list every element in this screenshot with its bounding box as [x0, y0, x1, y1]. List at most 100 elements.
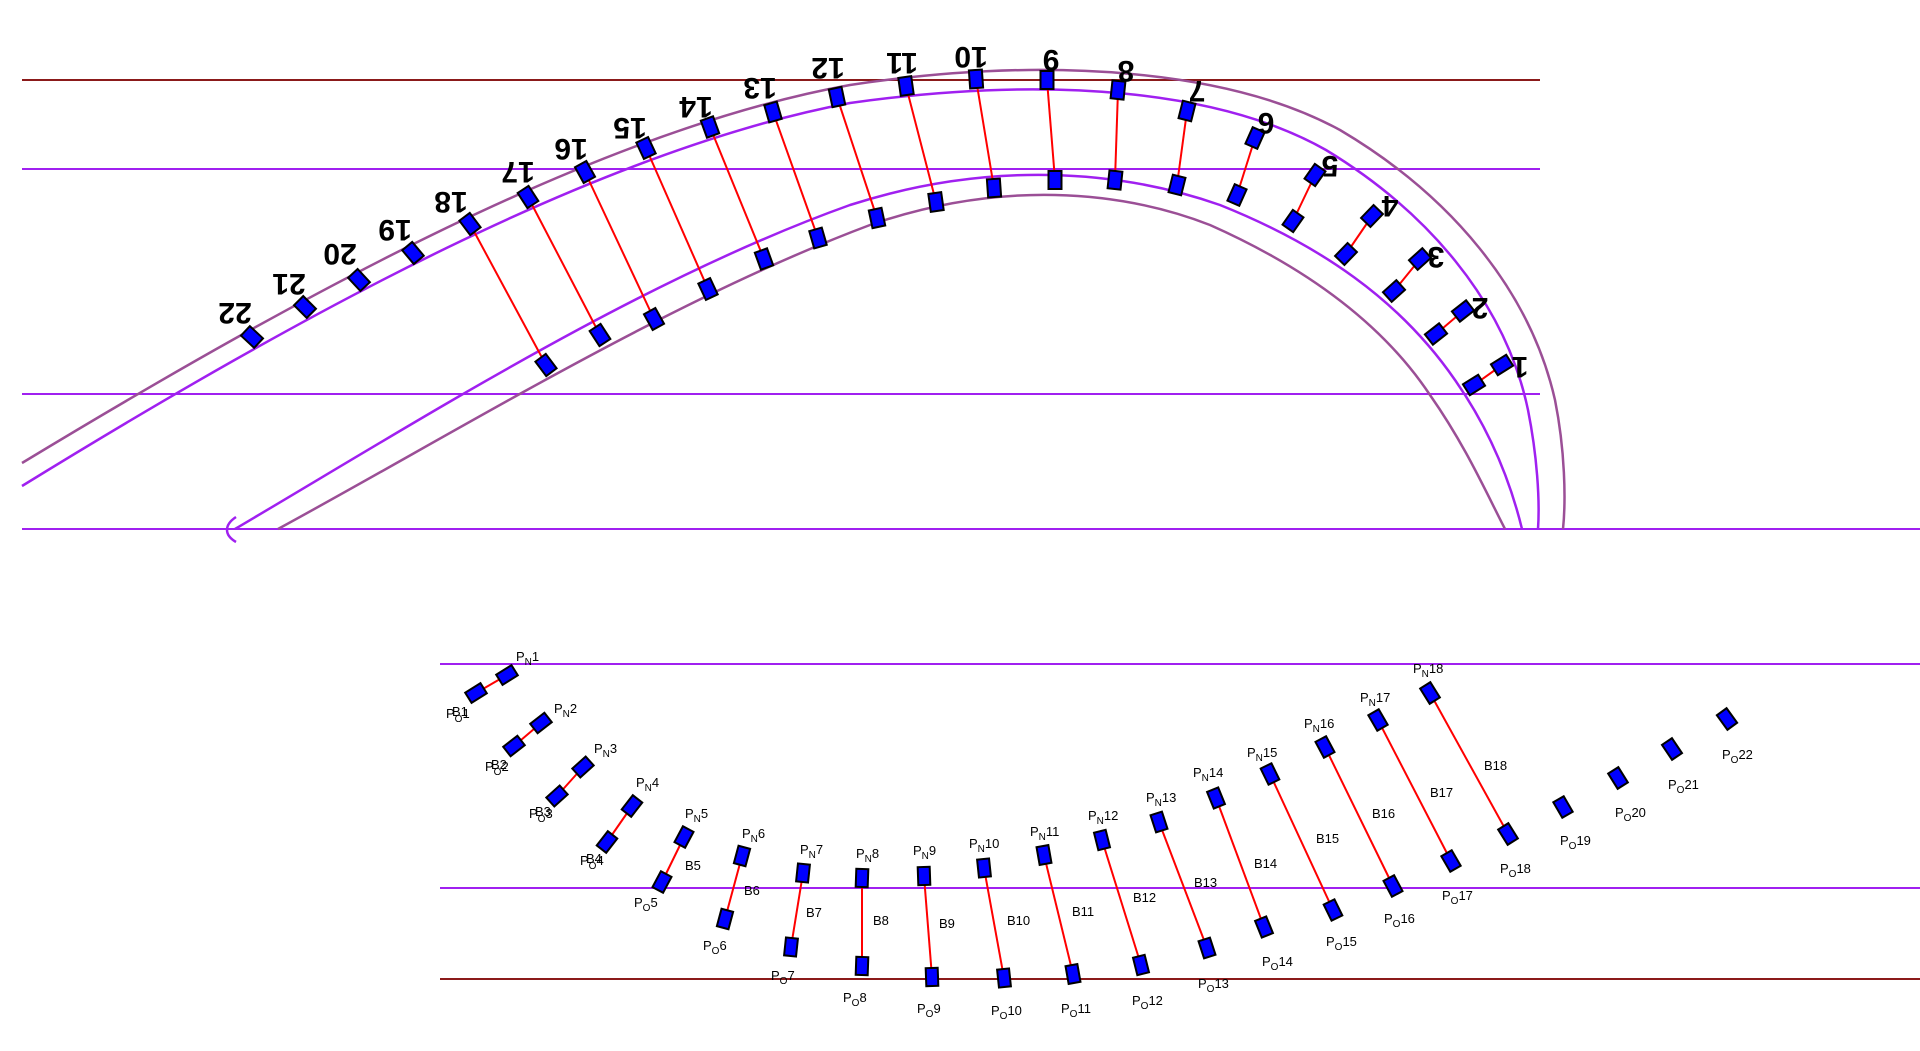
top-outer-block-7: [1177, 99, 1197, 123]
beam-line-7: [790, 872, 804, 948]
beam-line-13: [1158, 821, 1208, 949]
pn-label-11: PN11: [1030, 824, 1059, 843]
pn-label-3: PN3: [594, 741, 617, 760]
top-outer-block-15: [634, 135, 658, 161]
po-block-16: [1382, 873, 1404, 899]
beam-label-16: B16: [1372, 806, 1395, 821]
po-block-17: [1439, 848, 1463, 874]
pn-label-13: PN13: [1146, 790, 1176, 809]
beam-label-3: B3: [535, 804, 551, 819]
pn-label-2: PN2: [554, 701, 577, 720]
po-label-21: PO21: [1668, 777, 1699, 796]
po-label-16: PO16: [1384, 911, 1415, 930]
pn-block-6: [732, 844, 752, 868]
po-block-18: [1496, 821, 1520, 847]
top-outer-block-11: [897, 75, 915, 97]
pn-label-1: PN1: [516, 649, 539, 668]
po-label-4: PO4: [580, 853, 604, 872]
po-label-14: PO14: [1262, 954, 1293, 973]
station-number-11: 11: [886, 46, 918, 79]
top-inner-block-18: [533, 352, 559, 378]
beam-label-11: B11: [1072, 904, 1094, 919]
top-inner-block-9: [1047, 170, 1063, 190]
po-block-7: [782, 936, 800, 958]
station-number-4: 4: [1381, 189, 1398, 222]
po-block-10: [995, 967, 1013, 989]
top-outer-block-4: [1359, 203, 1385, 229]
top-outer-block-19: [400, 240, 426, 266]
beam-line-14: [1215, 797, 1265, 928]
po-block-13: [1197, 936, 1217, 960]
top-outer-block-10: [967, 68, 985, 90]
po-block-21: [1660, 736, 1684, 762]
pn-block-14: [1205, 786, 1227, 810]
po-label-18: PO18: [1500, 861, 1531, 880]
station-number-12: 12: [811, 51, 844, 84]
pn-label-14: PN14: [1193, 765, 1223, 784]
top-inner-block-8: [1106, 169, 1124, 191]
beam-label-4: B4: [586, 851, 602, 866]
pn-block-7: [794, 862, 812, 884]
beam-label-14: B14: [1254, 856, 1277, 871]
po-block-6: [715, 907, 735, 931]
po-label-20: PO20: [1615, 805, 1646, 824]
top-inner-block-3: [1381, 278, 1407, 304]
top-tie-17: [527, 196, 601, 336]
pn-block-10: [975, 857, 993, 879]
station-number-15: 15: [613, 111, 646, 144]
top-outer-block-16: [573, 159, 597, 185]
po-block-14: [1253, 915, 1275, 939]
station-number-21: 21: [272, 267, 305, 300]
top-inner-block-11: [927, 191, 945, 213]
top-tie-13: [772, 111, 819, 239]
top-outer-block-18: [457, 211, 483, 237]
pn-block-15: [1259, 761, 1281, 787]
outer-rail-outer: [21, 68, 1566, 530]
pn-block-8: [854, 867, 870, 889]
po-label-19: PO19: [1560, 833, 1591, 852]
top-tie-14: [709, 126, 765, 260]
po-label-11: PO11: [1061, 1001, 1091, 1020]
bottom-blocks: [463, 663, 1739, 989]
top-inner-block-15: [696, 276, 720, 302]
top-outer-block-9: [1039, 70, 1055, 90]
top-tie-9: [1046, 79, 1056, 181]
po-label-7: PO7: [771, 968, 795, 987]
beam-label-17: B17: [1430, 785, 1453, 800]
beam-label-13: B13: [1194, 875, 1217, 890]
pn-block-1: [494, 663, 520, 687]
station-number-10: 10: [954, 40, 987, 73]
pn-block-13: [1149, 810, 1169, 834]
top-outer-block-17: [516, 184, 540, 210]
top-tie-10: [975, 78, 995, 189]
top-inner-block-7: [1167, 173, 1187, 197]
pn-block-5: [673, 824, 695, 850]
top-inner-block-10: [985, 177, 1003, 199]
po-block-19: [1551, 794, 1575, 820]
top-outer-block-6: [1244, 125, 1266, 151]
po-block-2: [501, 734, 527, 758]
station-number-5: 5: [1322, 149, 1339, 182]
pn-label-7: PN7: [800, 842, 823, 861]
po-block-15: [1322, 897, 1344, 923]
po-label-8: PO8: [843, 990, 867, 1009]
po-block-3: [544, 784, 570, 808]
po-label-9: PO9: [917, 1001, 941, 1020]
pn-block-11: [1035, 843, 1053, 867]
pn-block-9: [916, 865, 932, 887]
beam-label-7: B7: [806, 905, 822, 920]
top-outer-block-3: [1407, 246, 1433, 272]
top-outer-block-5: [1303, 162, 1327, 188]
po-label-15: PO15: [1326, 934, 1357, 953]
beam-line-17: [1377, 719, 1452, 862]
po-label-12: PO12: [1132, 993, 1163, 1012]
top-inner-block-5: [1281, 208, 1305, 234]
top-outer-block-13: [763, 100, 783, 124]
inner-rail-inner: [277, 193, 1507, 531]
po-block-20: [1606, 765, 1630, 791]
pn-label-12: PN12: [1088, 808, 1118, 827]
top-tie-15: [645, 147, 709, 290]
top-inner-block-1: [1461, 373, 1487, 397]
station-number-9: 9: [1043, 43, 1060, 76]
